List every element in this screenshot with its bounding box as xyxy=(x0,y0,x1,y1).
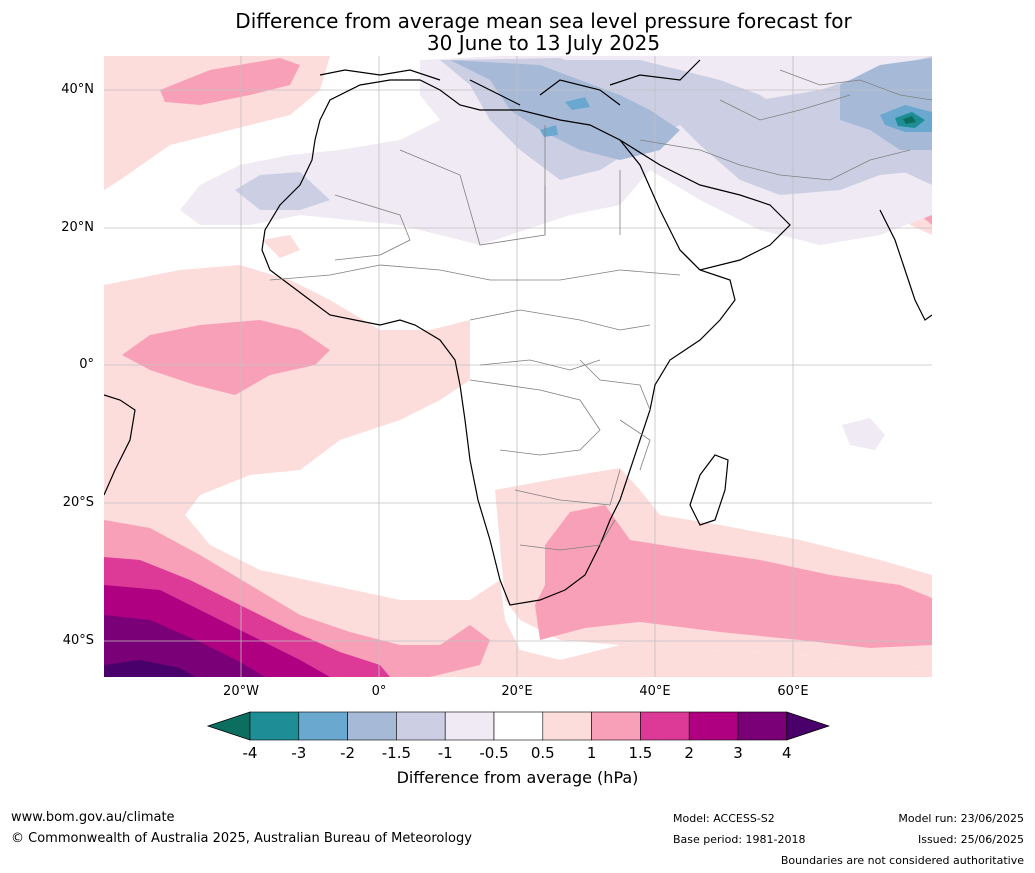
colorbar-title: Difference from average (hPa) xyxy=(396,768,639,787)
colorbar-tick-label: -1 xyxy=(437,744,453,762)
colorbar-tick-label: -4 xyxy=(242,744,258,762)
arabian-peninsula-coastline xyxy=(619,139,791,271)
anomaly-region-neg-2-aegean xyxy=(540,97,590,137)
lat-label-40s: 40°S xyxy=(62,633,94,648)
border-southern-africa xyxy=(514,469,621,551)
lon-label-40e: 40°E xyxy=(639,684,671,699)
colorbar-swatch xyxy=(737,711,788,741)
colorbar-swatch xyxy=(640,711,690,741)
anomaly-region-pos-4-southern-belt xyxy=(104,660,195,677)
colorbar-tick-label: 2 xyxy=(684,744,694,762)
anomaly-region-pos-1-equatorial-atlantic xyxy=(122,320,330,395)
anomaly-region-pos-1-north-atlantic xyxy=(160,58,300,105)
lat-label-40n: 40°N xyxy=(61,82,94,97)
border-congo xyxy=(469,379,601,456)
colorbar-extend-low xyxy=(206,711,251,741)
colorbar-tick-label: -1.5 xyxy=(381,744,412,762)
madagascar-coastline xyxy=(689,454,729,526)
colorbar-swatch xyxy=(347,711,397,741)
colorbar-swatch xyxy=(542,711,592,741)
colorbar-swatch xyxy=(493,711,544,741)
meta-boundaries-note: Boundaries are not considered authoritat… xyxy=(780,854,1024,867)
footer-copyright: © Commonwealth of Australia 2025, Austra… xyxy=(11,831,472,846)
colorbar xyxy=(206,711,831,741)
anomaly-region-neg-0.5-south-madagascar xyxy=(842,418,885,450)
meta-base-period: Base period: 1981-2018 xyxy=(673,833,806,846)
border-middle-east xyxy=(639,94,911,181)
colorbar-tick-label: -3 xyxy=(291,744,307,762)
map-title: Difference from average mean sea level p… xyxy=(0,10,1035,54)
colorbar-tick-label: 4 xyxy=(782,744,792,762)
gridlines xyxy=(104,56,932,677)
border-sahara-west xyxy=(334,194,411,261)
lon-label-20e: 20°E xyxy=(501,684,533,699)
border-central-asia xyxy=(779,69,932,101)
colorbar-swatch xyxy=(298,711,348,741)
meta-issued: Issued: 25/06/2025 xyxy=(917,833,1024,846)
india-coastline xyxy=(879,209,932,321)
lat-label-20s: 20°S xyxy=(62,495,94,510)
title-line-2: 30 June to 13 July 2025 xyxy=(426,31,661,55)
lon-label-0: 0° xyxy=(371,684,387,699)
meta-model: Model: ACCESS-S2 xyxy=(673,812,775,825)
colorbar-tick-label: -2 xyxy=(340,744,356,762)
title-line-1: Difference from average mean sea level p… xyxy=(235,9,852,33)
anomaly-region-pos-0.5-atlantic-north xyxy=(104,56,330,190)
anomaly-region-neg-1.5-mediterranean xyxy=(450,60,680,160)
colorbar-swatch xyxy=(396,711,446,741)
country-borders xyxy=(269,69,932,551)
europe-coastline xyxy=(319,59,701,106)
footer-website[interactable]: www.bom.gov.au/climate xyxy=(11,810,175,825)
anomaly-region-pos-0.5-atlantic-tropical xyxy=(104,265,932,677)
anomaly-region-neg-4-himalaya xyxy=(903,116,916,124)
colorbar-tick-label: 1 xyxy=(586,744,597,762)
map-field xyxy=(104,56,932,677)
anomaly-region-pos-0.5-west-africa xyxy=(262,235,300,258)
colorbar-tick-label: 3 xyxy=(733,744,743,762)
lon-label-20w: 20°W xyxy=(223,684,259,699)
colorbar-swatch xyxy=(444,711,495,741)
border-libya-egypt xyxy=(544,125,621,235)
border-sahel xyxy=(269,264,681,281)
colorbar-swatch xyxy=(249,711,300,741)
lon-label-60e: 60°E xyxy=(777,684,809,699)
colorbar-tick-label: 1.5 xyxy=(628,744,653,762)
border-east-africa xyxy=(579,359,651,471)
colorbar-swatch xyxy=(591,711,641,741)
meta-model-run: Model run: 23/06/2025 xyxy=(898,812,1024,825)
south-america-coastline xyxy=(104,394,136,496)
lat-label-equator: 0° xyxy=(79,357,94,372)
lat-label-20n: 20°N xyxy=(61,220,94,235)
colorbar-tick-label: -0.5 xyxy=(479,744,509,762)
colorbar-extend-high xyxy=(786,711,831,741)
colorbar-tick-label: 0.5 xyxy=(530,744,555,762)
anomaly-region-pos-1-southern-africa xyxy=(535,505,932,648)
colorbar-swatch xyxy=(688,711,739,741)
